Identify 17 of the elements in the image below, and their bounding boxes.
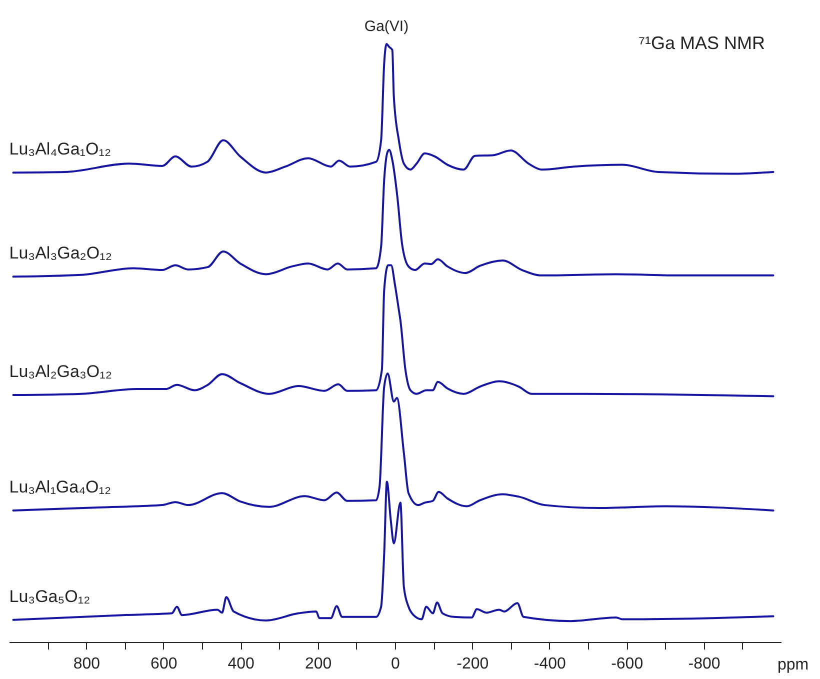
x-tick-label: -200 [456, 656, 489, 672]
annotation: Ga(VI) [364, 18, 409, 35]
x-tick-label: 0 [391, 656, 400, 672]
chart-title: ⁷¹Ga MAS NMR [638, 33, 765, 53]
x-tick-label: -400 [534, 656, 566, 672]
x-tick-label: -800 [688, 656, 720, 672]
series-label: Lu₃Al₄Ga₁O₁₂ [9, 140, 112, 159]
x-tick-label: 400 [228, 656, 255, 672]
x-axis-title: ppm [778, 656, 809, 674]
x-tick-label: 200 [304, 656, 332, 672]
series-label: Lu₃Al₁Ga₄O₁₂ [9, 477, 112, 496]
x-tick-label: -600 [611, 656, 644, 672]
x-tick-label: 600 [150, 656, 178, 672]
x-tick-label: 800 [73, 656, 100, 672]
series-label: Lu₃Ga₅O₁₂ [9, 586, 90, 606]
series-label: Lu₃Al₂Ga₃O₁₂ [9, 362, 112, 382]
series-label: Lu₃Al₃Ga₂O₁₂ [9, 244, 112, 263]
